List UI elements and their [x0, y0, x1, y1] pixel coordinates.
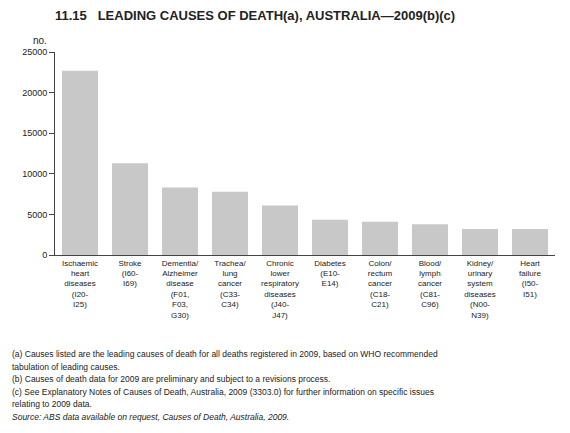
svg-text:Blood/lymphcancer(C81-C96): Blood/lymphcancer(C81-C96): [418, 259, 442, 310]
svg-text:Kidney/urinarysystemdiseases(N: Kidney/urinarysystemdiseases(N00-N39): [464, 259, 496, 320]
svg-text:Colon/rectumcancer(C18-C21): Colon/rectumcancer(C18-C21): [368, 259, 393, 310]
svg-text:15000: 15000: [22, 128, 47, 138]
svg-text:Chroniclowerrespiratorydisease: Chroniclowerrespiratorydiseases(J40-J47): [261, 259, 299, 320]
svg-text:Dementia/Alzheimerdisease(F01,: Dementia/Alzheimerdisease(F01,F03,G30): [162, 259, 199, 320]
svg-text:25000: 25000: [22, 47, 47, 57]
svg-text:Heartfailure(I50-I51): Heartfailure(I50-I51): [519, 259, 541, 299]
svg-text:11.15 LEADING CAUSES OF DEAT: 11.15 LEADING CAUSES OF DEATH(a), AUSTRA…: [55, 8, 455, 23]
svg-text:relating to 2009 data.: relating to 2009 data.: [12, 399, 92, 409]
svg-text:Diabetes(E10-E14): Diabetes(E10-E14): [314, 259, 346, 289]
svg-text:10000: 10000: [22, 169, 47, 179]
svg-text:tabulation of leading causes.: tabulation of leading causes.: [12, 362, 120, 372]
svg-text:(a) Causes listed are the lead: (a) Causes listed are the leading causes…: [12, 349, 438, 359]
svg-text:Ischaemicheartdiseases(I20-I25: Ischaemicheartdiseases(I20-I25): [62, 259, 98, 310]
svg-text:Stroke(I60-I69): Stroke(I60-I69): [118, 259, 142, 289]
svg-text:(b) Causes of death data for 2: (b) Causes of death data for 2009 are pr…: [12, 374, 330, 384]
svg-text:0: 0: [42, 250, 47, 260]
svg-text:5000: 5000: [27, 210, 47, 220]
svg-text:(c) See Explanatory Notes of C: (c) See Explanatory Notes of Causes of D…: [12, 387, 434, 397]
svg-text:Source: ABS data available on: Source: ABS data available on request, C…: [12, 412, 289, 422]
svg-text:20000: 20000: [22, 88, 47, 98]
svg-text:no.: no.: [33, 35, 47, 46]
svg-text:Trachea/lungcancer(C33-C34): Trachea/lungcancer(C33-C34): [214, 259, 246, 310]
